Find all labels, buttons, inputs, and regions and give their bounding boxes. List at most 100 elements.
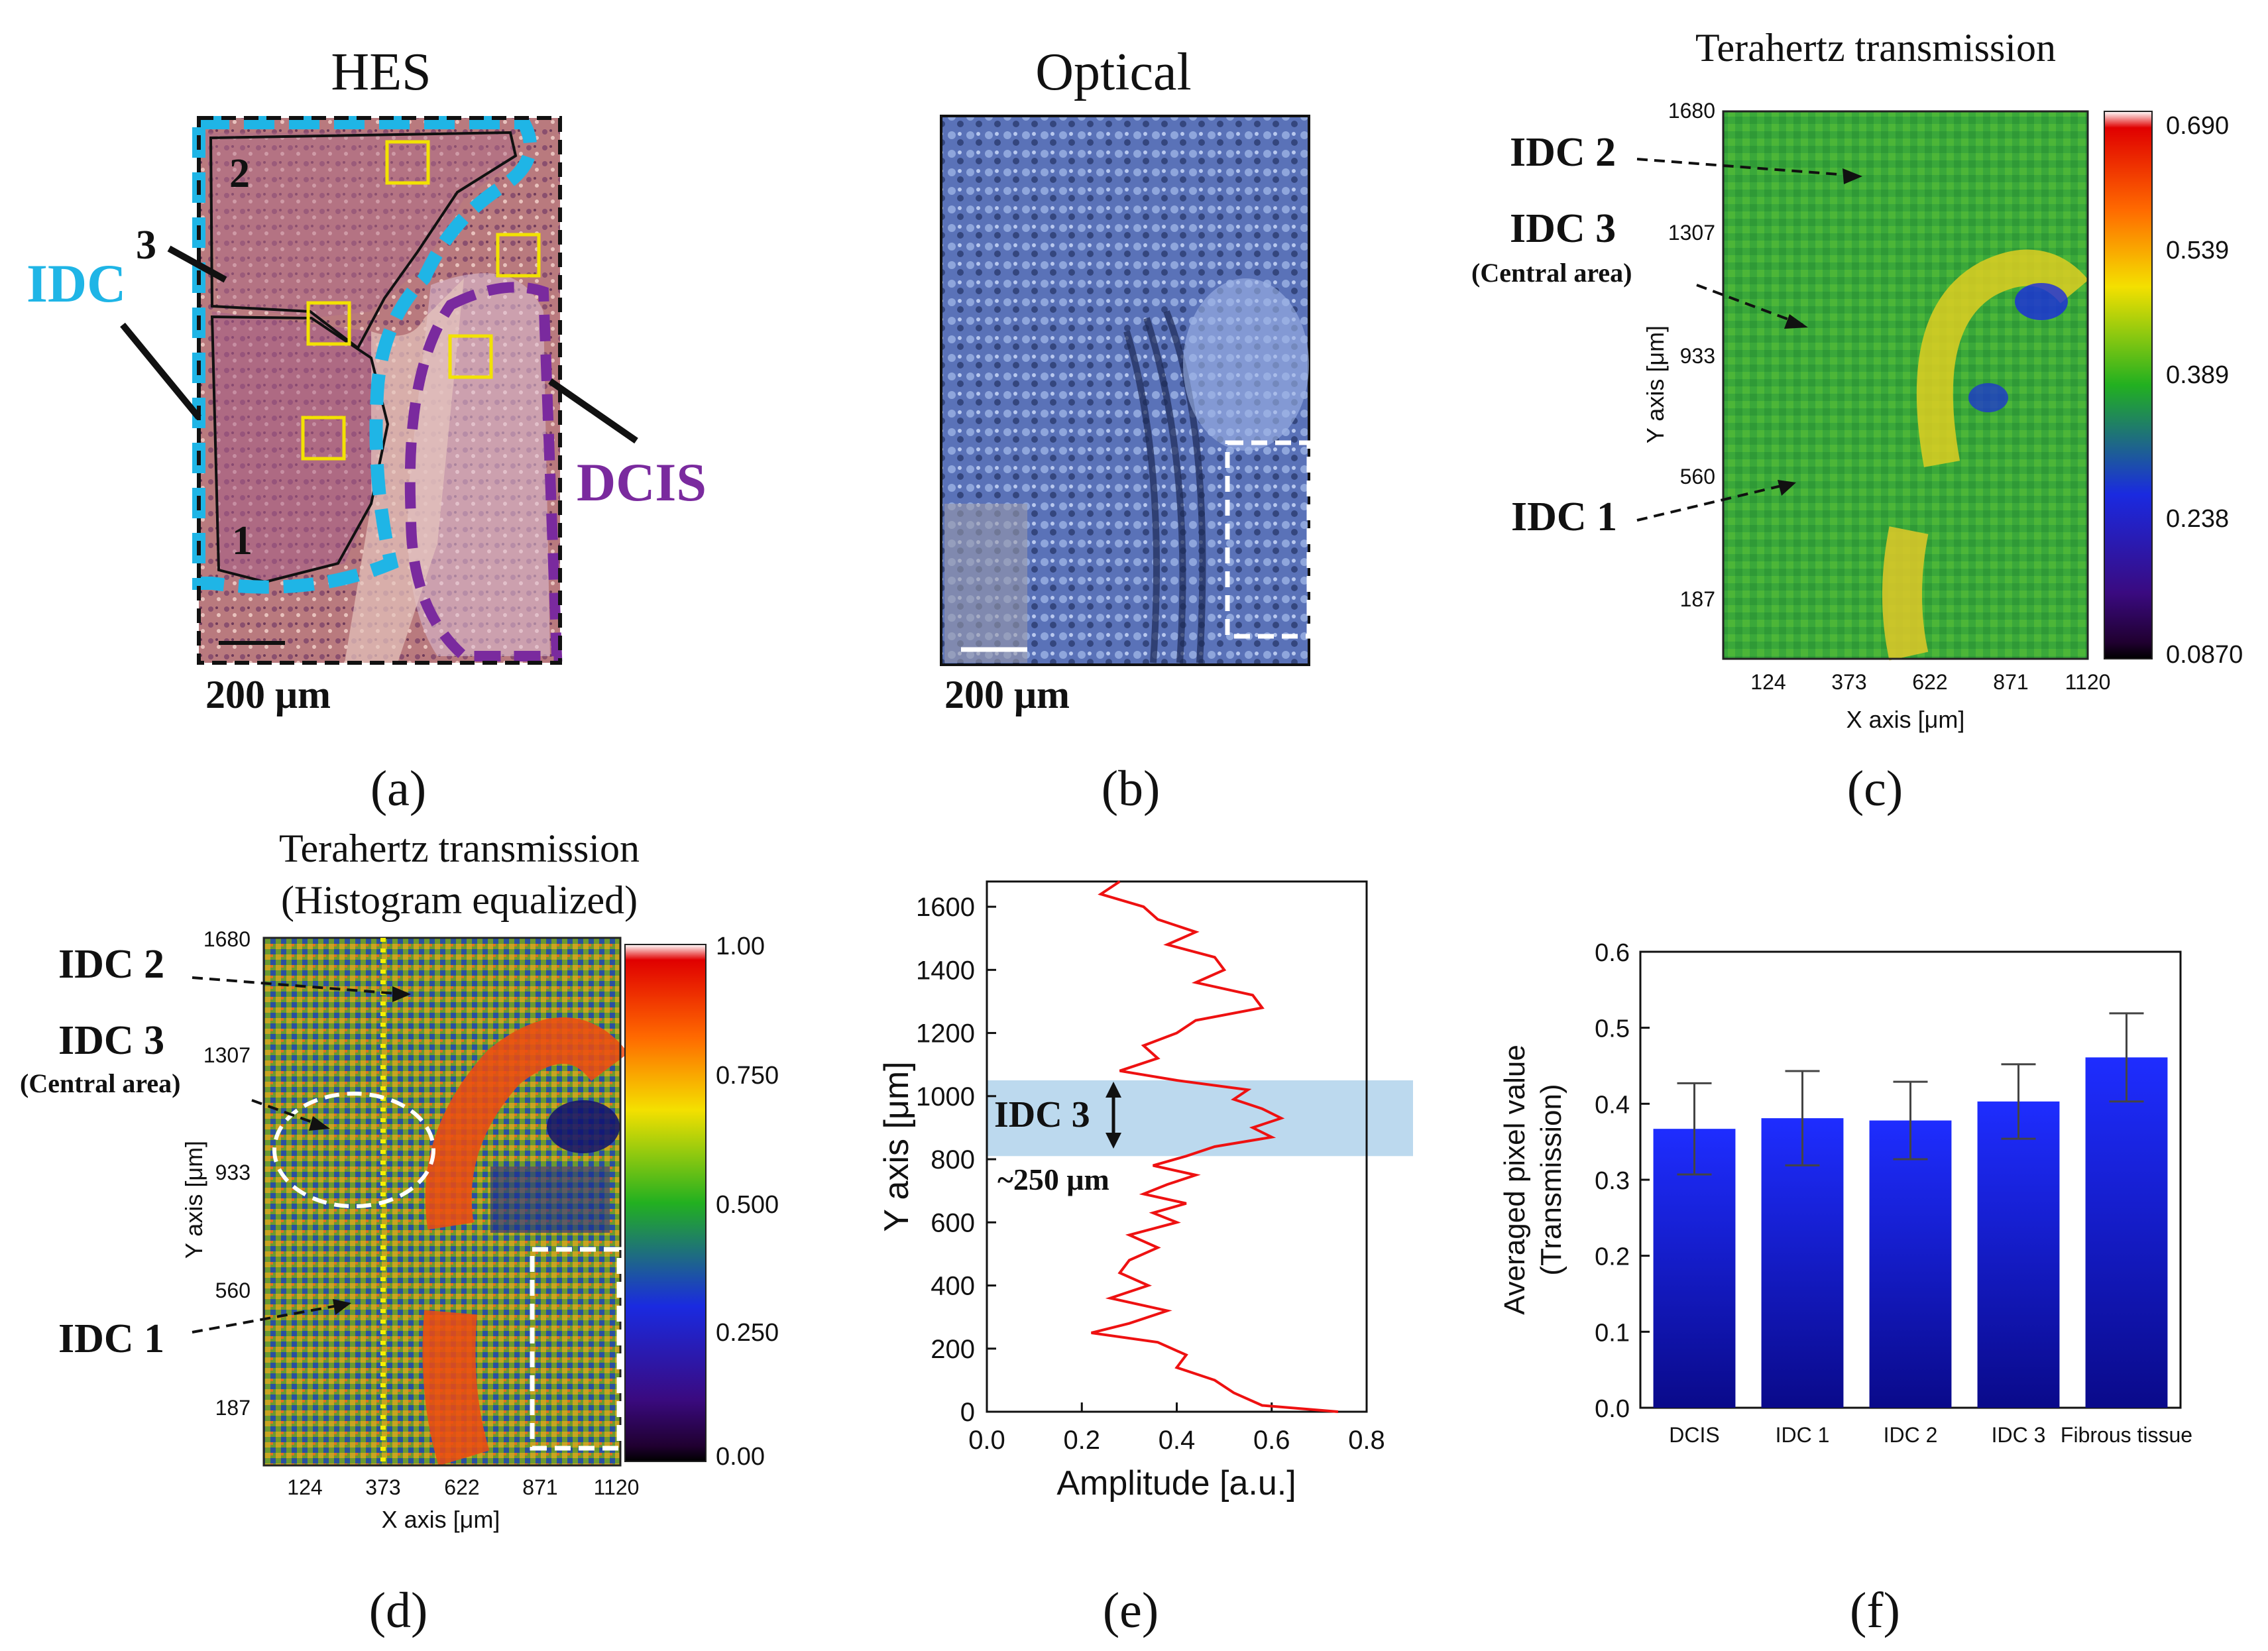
colorbar-label: 0.750 xyxy=(716,1062,779,1090)
panel-d: Terahertz transmission (Histogram equali… xyxy=(20,826,779,1638)
xtick-label: 124 xyxy=(287,1475,322,1499)
colorbar-label: 0.250 xyxy=(716,1319,779,1347)
thz-feature xyxy=(1968,383,2008,412)
xtick-label: 871 xyxy=(1993,670,2028,694)
c-central-label: (Central area) xyxy=(1471,258,1632,288)
ytick-label: 0.6 xyxy=(1595,939,1630,967)
c-idc3-label: IDC 3 xyxy=(1510,206,1616,251)
bar xyxy=(1977,1101,2060,1408)
region-3-pointer xyxy=(167,245,227,283)
ytick-label: 0.3 xyxy=(1595,1167,1630,1195)
outline-region-1 xyxy=(210,315,390,584)
d-idc1-arrow xyxy=(192,1303,345,1334)
xtick-label: 871 xyxy=(522,1475,557,1499)
c-idc2-label: IDC 2 xyxy=(1510,130,1616,175)
category-label: DCIS xyxy=(1669,1423,1719,1447)
idc-label: IDC xyxy=(27,253,126,313)
d-idc3-arrowhead xyxy=(309,1116,330,1131)
idc3-band xyxy=(987,1080,1413,1157)
bar xyxy=(2085,1057,2168,1408)
panel-d-xlabel: X axis [μm] xyxy=(382,1506,500,1533)
hes-region-1 xyxy=(212,312,384,583)
bar xyxy=(1869,1120,1952,1408)
panel-f-label: (f) xyxy=(1850,1583,1900,1638)
ytick-label: 0 xyxy=(960,1398,975,1427)
optical-roi xyxy=(1225,440,1312,639)
d-idc2-arrow xyxy=(192,976,405,996)
panel-d-ylabel: Y axis [μm] xyxy=(180,1141,207,1259)
d-central-label: (Central area) xyxy=(20,1068,181,1098)
colorbar-label: 0.00 xyxy=(716,1443,765,1471)
panel-a-title: HES xyxy=(331,43,431,101)
ytick-label: 933 xyxy=(215,1161,251,1184)
profile-line xyxy=(1091,880,1339,1413)
xtick-label: 0.0 xyxy=(968,1426,1005,1455)
outline-region-2 xyxy=(209,131,518,351)
panel-e-ylabel: Y axis [μm] xyxy=(878,1061,916,1231)
region-1-label: 1 xyxy=(232,518,253,563)
idc-pointer xyxy=(120,322,201,420)
ytick-label: 1000 xyxy=(916,1082,975,1111)
roi-box xyxy=(448,334,493,379)
ytick-label: 560 xyxy=(1680,465,1715,488)
ytick-label: 1600 xyxy=(916,893,975,922)
colorbar-label: 0.500 xyxy=(716,1191,779,1219)
thz-feature xyxy=(1916,249,2089,467)
panel-b-title: Optical xyxy=(1035,43,1191,101)
ytick-label: 0.4 xyxy=(1595,1091,1630,1119)
ytick-label: 800 xyxy=(931,1145,975,1174)
idc-outline xyxy=(192,116,537,594)
thz-feature xyxy=(1882,526,1929,661)
heq-central-ellipse xyxy=(272,1092,435,1208)
xtick-label: 0.6 xyxy=(1253,1426,1290,1455)
panel-c-ylabel: Y axis [μm] xyxy=(1642,325,1669,443)
heq-feature xyxy=(425,1017,628,1230)
optical-inset xyxy=(944,504,1027,663)
ytick-label: 1680 xyxy=(1668,99,1715,123)
panel-a: HES 2 1 3 IDC DCIS 200 μm (a) xyxy=(27,43,707,817)
band-arrowhead-up xyxy=(1106,1082,1121,1098)
category-label: IDC 1 xyxy=(1776,1423,1830,1447)
thz-feature xyxy=(2015,283,2068,320)
c-idc2-arrowhead xyxy=(1843,168,1862,184)
xtick-label: 373 xyxy=(365,1475,400,1499)
hes-region-2 xyxy=(205,133,517,318)
d-idc3-arrow xyxy=(251,1099,325,1128)
roi-box xyxy=(301,416,346,461)
dcis-label: DCIS xyxy=(577,452,707,512)
roi-box xyxy=(306,301,351,346)
xtick-label: 1120 xyxy=(2065,670,2111,694)
panel-d-xticks: 124 373 622 871 1120 xyxy=(287,1475,639,1499)
dcis-outline xyxy=(404,282,563,661)
colorbar-label: 0.238 xyxy=(2166,505,2229,533)
ytick-label: 1400 xyxy=(916,956,975,985)
c-idc1-arrow xyxy=(1636,483,1790,522)
band-arrowhead-down xyxy=(1106,1133,1121,1149)
panel-f-ylabel-2: (Transmission) xyxy=(1535,1084,1567,1275)
panel-d-yticks: 1680 1307 933 560 187 xyxy=(203,927,251,1420)
category-label: Fibrous tissue xyxy=(2061,1423,2192,1447)
c-idc1-arrowhead xyxy=(1778,480,1796,496)
xtick-label: 622 xyxy=(444,1475,479,1499)
c-idc3-arrow xyxy=(1696,284,1803,326)
category-label: IDC 3 xyxy=(1992,1423,2046,1447)
xtick-label: 0.8 xyxy=(1348,1426,1385,1455)
colorbar-label: 0.539 xyxy=(2166,237,2229,264)
region-2-label: 2 xyxy=(229,151,250,196)
panel-e: 0.0 0.2 0.4 0.6 0.8 0 200 400 600 800 1000 1200 1400… xyxy=(878,880,1413,1638)
panel-b: Optical 200 μm (b) xyxy=(940,43,1312,817)
d-idc3-label: IDC 3 xyxy=(58,1018,164,1063)
ytick-label: 400 xyxy=(931,1272,975,1301)
thz-frame xyxy=(1722,110,2089,660)
ytick-label: 187 xyxy=(215,1396,251,1420)
c-idc1-label: IDC 1 xyxy=(1511,494,1617,540)
ytick-label: 200 xyxy=(931,1335,975,1364)
xtick-label: 373 xyxy=(1831,670,1866,694)
xtick-label: 0.2 xyxy=(1063,1426,1100,1455)
d-idc2-arrowhead xyxy=(392,986,411,1002)
ytick-label: 1680 xyxy=(203,927,251,951)
panel-c: Terahertz transmission 1680 1307 933 560… xyxy=(1471,26,2243,817)
panel-c-xlabel: X axis [μm] xyxy=(1846,706,1965,733)
ytick-label: 1200 xyxy=(916,1019,975,1049)
ytick-label: 600 xyxy=(931,1208,975,1237)
